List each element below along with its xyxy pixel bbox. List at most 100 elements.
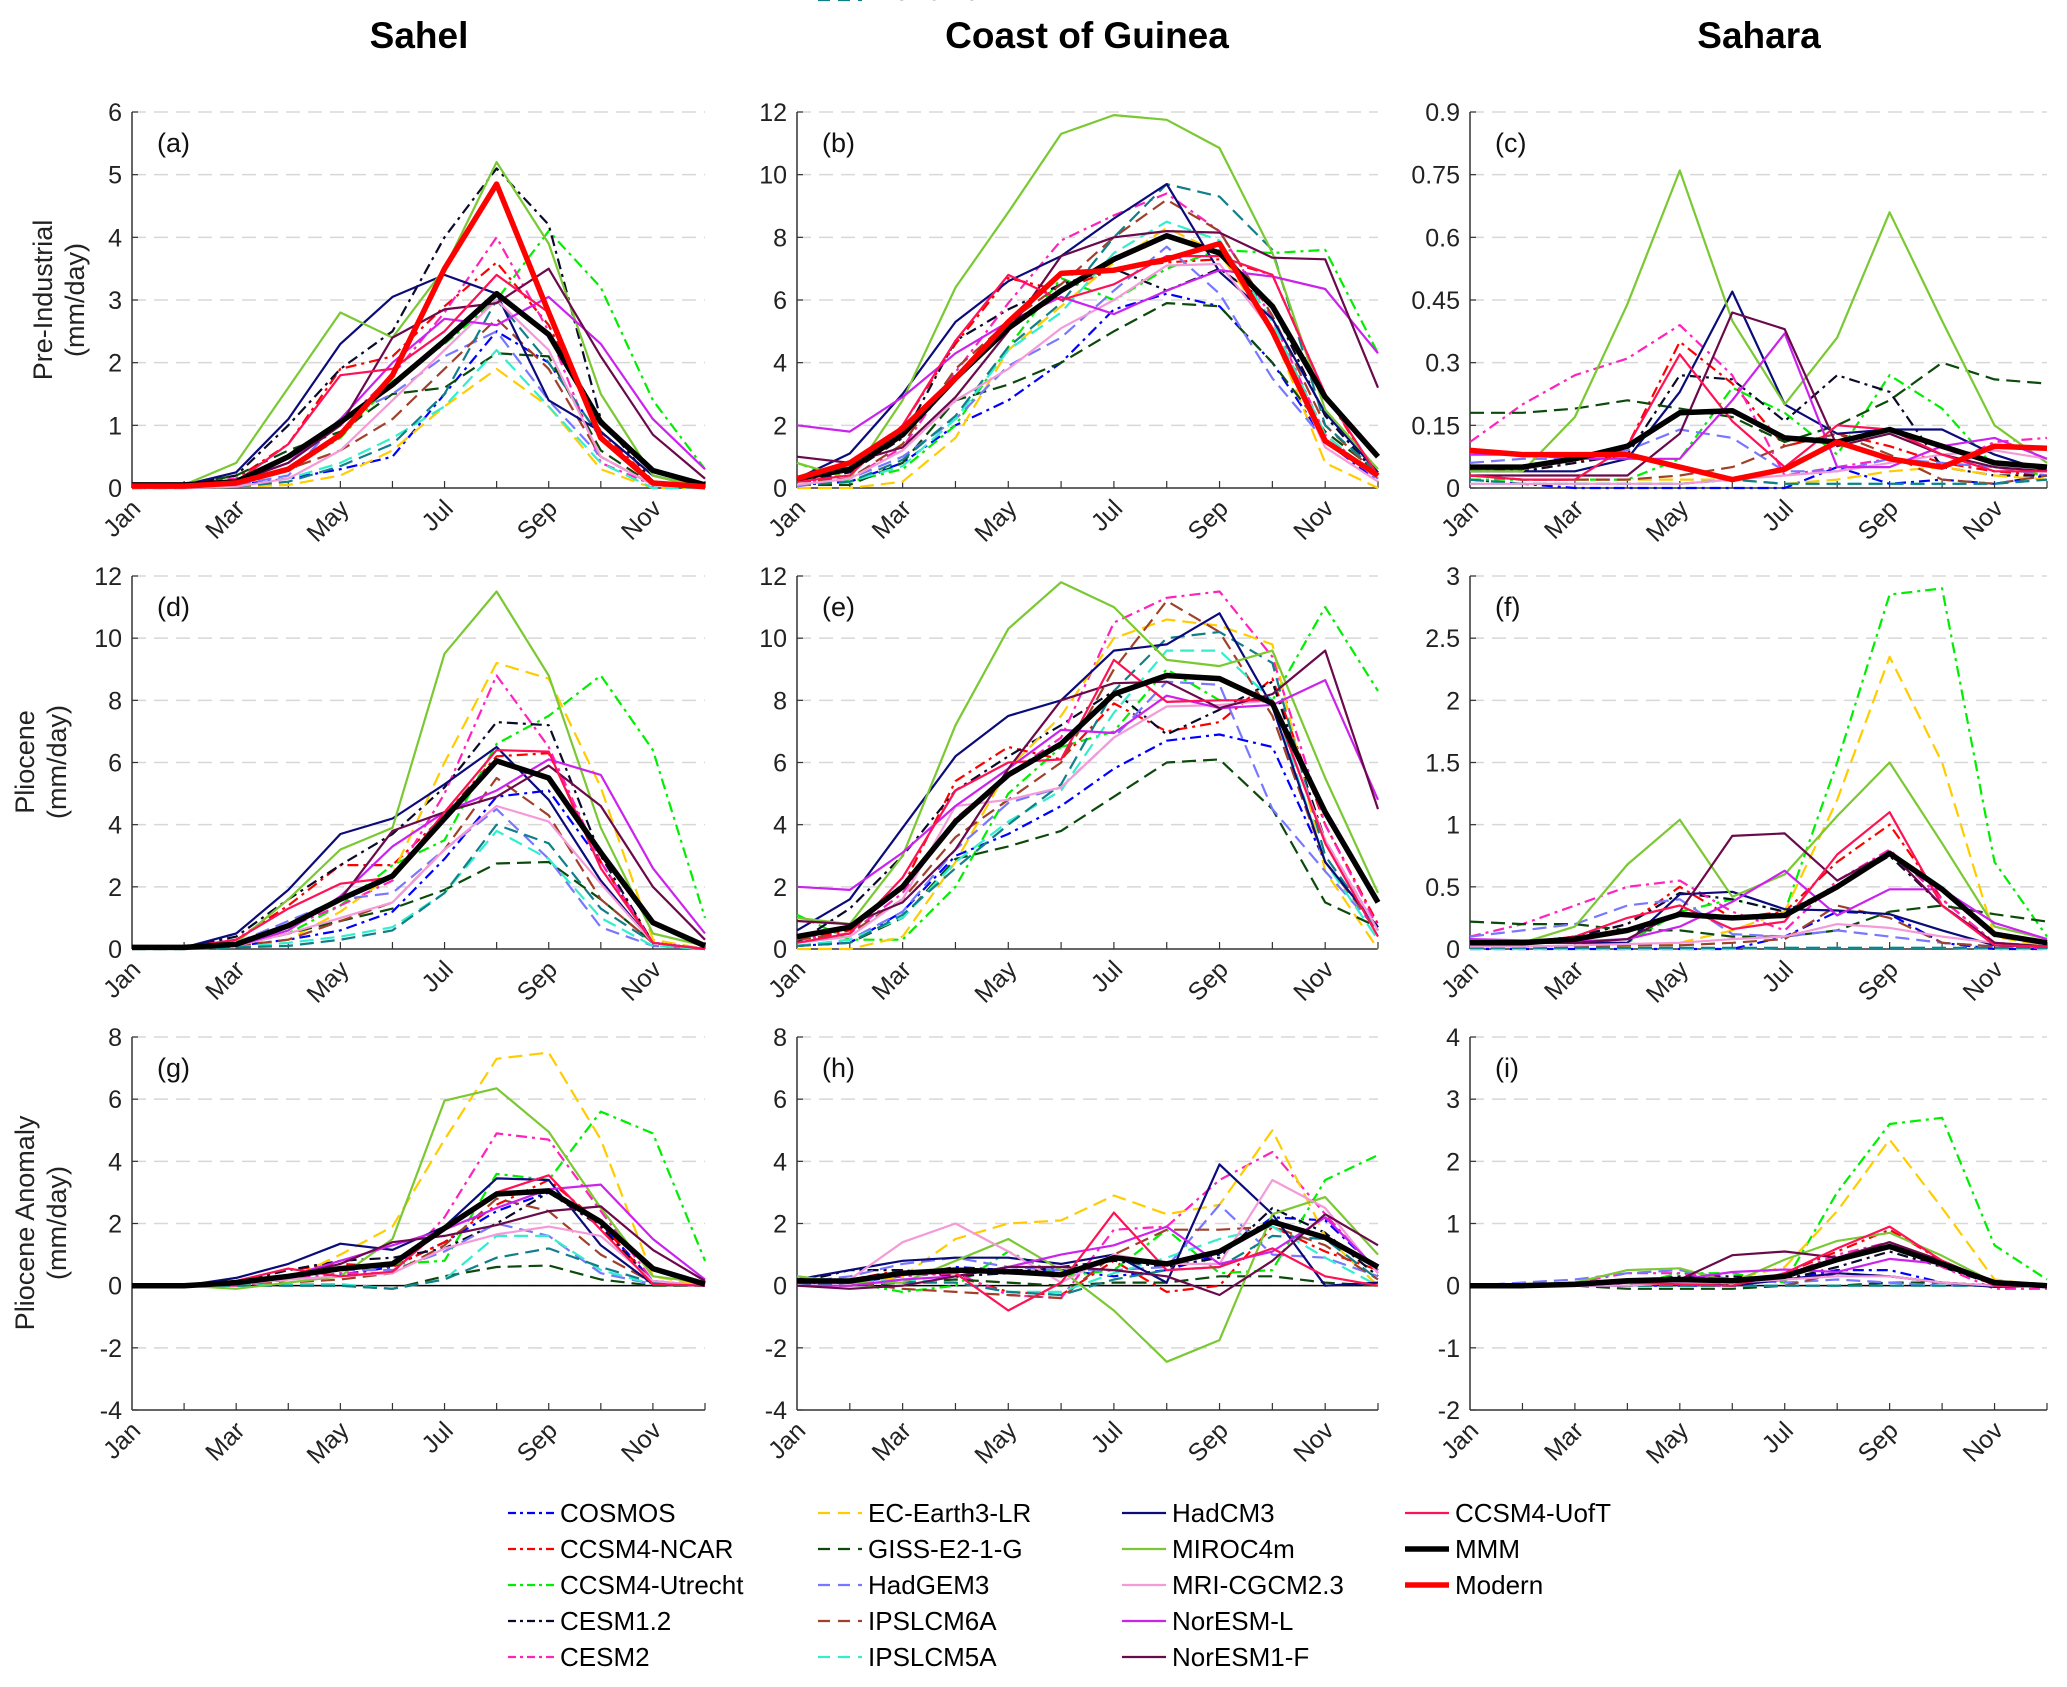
x-tick-label: Jul [416,1416,458,1458]
x-tick-label: Nov [1958,1416,2010,1468]
y-tick-label: 1 [108,412,122,440]
legend-item-cosmos: COSMOS [508,1498,676,1528]
x-tick-label: May [1641,494,1695,548]
y-tick-label: 0 [773,936,787,964]
x-tick-label: Sep [1853,955,1904,1006]
y-tick-label: 2 [108,874,122,902]
panel-a: 0 1 2 3 4 5 6 Jan Mar May Jul Sep Nov (a) [98,99,706,548]
y-tick-label: -2 [1438,1397,1460,1425]
panel-label: (b) [822,128,855,158]
row-label-pliocene-anomaly: Pliocene Anomaly [10,1115,40,1330]
series-line-miroc4m [131,161,706,490]
x-tick-label: Jan [763,955,811,1003]
legend-item-ipslcm5a2: IPSLCM5A2 [818,0,1011,6]
y-tick-label: 2 [773,412,787,440]
y-tick-label: 4 [108,224,122,252]
y-tick-label: 0.6 [1425,224,1460,252]
legend-label: IPSLCM5A [868,1642,997,1672]
y-tick-label: 0.5 [1425,874,1460,902]
x-tick-label: Jul [416,955,458,997]
series-line-miroc4m [796,113,1379,480]
legend-item-ipslcm6a: IPSLCM6A [818,1606,997,1636]
series-line-miroc4m [132,1087,706,1290]
y-tick-label: 4 [773,350,787,378]
legend-item-ccsm4-uoft: CCSM4-UofT [1405,1498,1611,1528]
panel-f: 0 0.5 1 1.5 2 2.5 3 Jan Mar May Jul Sep Nov (f) [1425,563,2048,1009]
series-line-cosmos [796,733,1379,947]
legend-label: Modern [1455,1570,1543,1600]
row-label-units: (mm/day) [42,1166,72,1280]
series-line-ccsm4-utrecht [1470,587,2048,944]
series-line-cesm1-2 [132,720,706,951]
legend-item-hadgem3: HadGEM3 [818,1570,989,1600]
y-tick-label: 6 [108,1086,122,1114]
y-tick-label: 3 [1446,1086,1460,1114]
x-tick-label: Sep [512,955,563,1006]
y-tick-label: 8 [108,1024,122,1052]
legend-item-ccsm4-utrecht: CCSM4-Utrecht [508,1570,744,1600]
legend-label: CESM2 [560,1642,650,1672]
panel-d: 0 2 4 6 8 10 12 Jan Mar May Jul Sep Nov (d) [94,563,707,1009]
column-titles: Sahel Coast of Guinea Sahara [370,15,1821,56]
panel-e: 0 2 4 6 8 10 12 Jan Mar May Jul Sep Nov (e) [759,563,1381,1009]
series-line-cesm2 [132,674,706,951]
row-label-units: (mm/day) [42,705,72,819]
y-tick-label: 3 [108,287,122,315]
column-title-sahara: Sahara [1697,15,1821,56]
series-line-noresm-l [797,1216,1379,1287]
x-tick-label: Jan [1436,494,1484,542]
y-tick-label: -1 [1438,1335,1460,1363]
x-tick-label: Mar [200,955,250,1005]
x-tick-label: Jul [1757,1416,1799,1458]
x-tick-label: Nov [616,494,668,546]
x-tick-label: Nov [1288,494,1340,546]
y-tick-label: 1 [1446,812,1460,840]
y-tick-label: 8 [773,224,787,252]
series-line-giss-e2-1-g [796,758,1379,947]
x-tick-label: May [969,1416,1023,1470]
y-tick-label: 4 [1446,1024,1460,1052]
x-tick-label: Jul [1757,955,1799,997]
y-tick-label: 6 [108,99,122,127]
series-line-ipslcm5a2 [132,823,706,951]
x-tick-label: Nov [1958,955,2010,1007]
x-tick-label: May [969,494,1023,548]
legend-item-ccsm4-ncar: CCSM4-NCAR [508,1534,733,1564]
row-label-units: (mm/day) [60,243,90,357]
x-tick-label: Jan [98,494,146,542]
series-line-cesm1-2 [132,1191,706,1287]
series-line-mmm [132,1188,706,1289]
row-labels: Pre-Industrial (mm/day) Pliocene (mm/day… [10,220,90,1331]
x-tick-label: Sep [1183,955,1234,1006]
y-tick-label: 0 [1446,475,1460,503]
series-line-giss-e2-1-g [1470,361,2048,444]
legend-item-cesm2: CESM2 [508,1642,650,1672]
legend-label: MRI-CGCM2.3 [1172,1570,1344,1600]
panel-label: (e) [822,592,855,622]
series-line-mri-cgcm2-3 [1470,922,2048,948]
x-tick-label: May [301,494,355,548]
series-line-noresm1-f [796,230,1380,464]
series-line-hadcm3 [131,273,706,490]
series-line-mmm [132,758,707,951]
series-line-ipslcm5a [1470,946,2047,951]
x-tick-label: Sep [1853,494,1904,545]
x-tick-label: Mar [1539,955,1589,1005]
y-tick-label: 2 [108,1211,122,1239]
y-tick-label: 1.5 [1425,750,1460,778]
x-tick-label: Jul [1086,955,1128,997]
series-line-hadgem3 [1469,1268,2047,1287]
panel-label: (d) [157,592,190,622]
y-tick-label: 6 [773,750,787,778]
series-line-mmm [796,672,1381,940]
series-line-noresm-l [796,678,1380,892]
x-tick-label: Mar [867,494,917,544]
legend-label: CCSM4-UofT [1455,1498,1611,1528]
series-line-ccsm4-utrecht [1470,1116,2048,1287]
series-line-miroc4m [1470,169,2048,473]
series-line-mri-cgcm2-3 [1470,449,2048,485]
y-tick-label: 2 [1446,687,1460,715]
series-line-ccsm4-utrecht [796,605,1379,941]
series-line-hadcm3 [796,183,1379,480]
